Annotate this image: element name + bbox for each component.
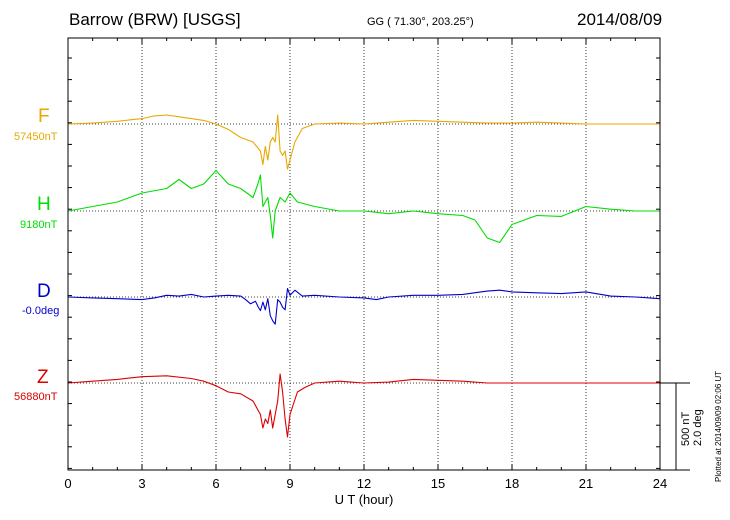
scale-deg-label: 2.0 deg	[692, 409, 704, 446]
channel-f-label: F	[38, 106, 50, 127]
channel-d-label: D	[37, 281, 51, 302]
x-tick-label-21: 21	[579, 476, 593, 491]
x-tick-label-3: 3	[138, 476, 145, 491]
channel-z-label: Z	[37, 367, 49, 388]
plotted-timestamp: Plotted at 2014/09/09 02:06 UT	[714, 370, 723, 482]
grid-lines	[141, 38, 587, 470]
coordinates-label: GG ( 71.30°, 203.25°)	[367, 16, 474, 28]
x-tick-label-9: 9	[286, 476, 293, 491]
x-axis-label: U T (hour)	[335, 492, 394, 507]
channel-h-baseline: 9180nT	[20, 219, 58, 231]
station-title: Barrow (BRW) [USGS]	[69, 10, 241, 29]
x-tick-label-12: 12	[357, 476, 371, 491]
x-tick-label-15: 15	[431, 476, 445, 491]
axis-ticks: 0 3 6 9 12 15 18 21 24 U T (hour)	[64, 38, 667, 507]
scale-bar	[660, 382, 690, 471]
series-f-line	[67, 114, 660, 170]
channel-d-baseline: -0.0deg	[22, 305, 60, 317]
series-h-line	[67, 169, 660, 244]
channel-f-baseline: 57450nT	[14, 131, 58, 143]
x-tick-label-18: 18	[505, 476, 519, 491]
x-tick-label-24: 24	[653, 476, 667, 491]
x-tick-label-6: 6	[212, 476, 219, 491]
channel-z-baseline: 56880nT	[14, 391, 58, 403]
series-z-line	[67, 373, 660, 438]
channel-h-label: H	[37, 194, 51, 215]
x-tick-label-0: 0	[64, 476, 71, 491]
scale-nt-label: 500 nT	[680, 411, 692, 446]
date-label: 2014/08/09	[577, 10, 663, 29]
series-lines	[67, 114, 661, 438]
series-d-line	[67, 287, 661, 325]
